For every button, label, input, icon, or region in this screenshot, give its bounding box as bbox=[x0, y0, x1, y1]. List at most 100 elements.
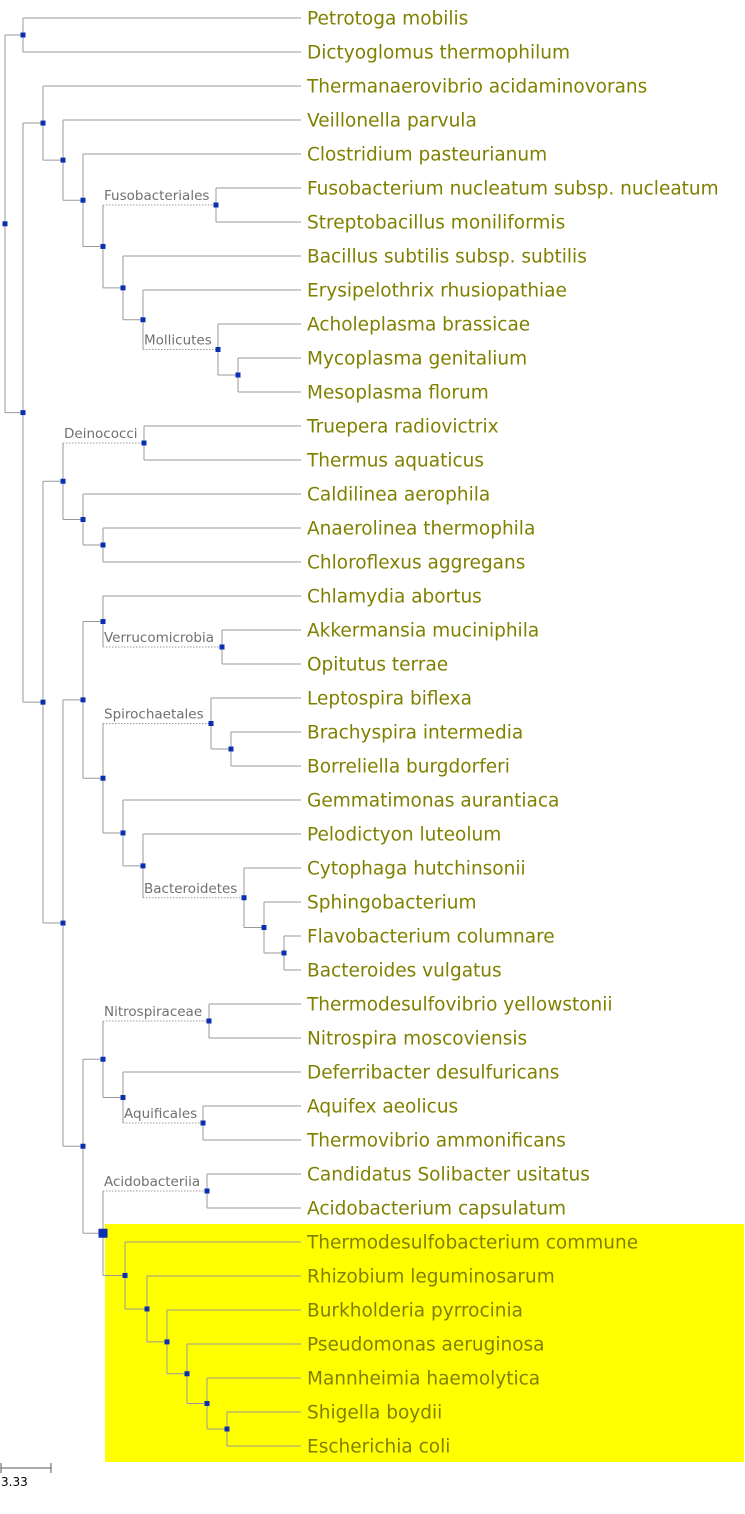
tree-node-marker bbox=[20, 410, 26, 416]
leaf-label: Shigella boydii bbox=[307, 1403, 442, 1424]
tree-node-marker bbox=[200, 1120, 206, 1126]
leaf-label: Escherichia coli bbox=[307, 1437, 450, 1458]
leaf-label: Thermodesulfovibrio yellowstonii bbox=[306, 995, 613, 1016]
tree-node-marker bbox=[219, 644, 225, 650]
leaf-label: Erysipelothrix rhusiopathiae bbox=[307, 281, 567, 302]
leaf-label: Nitrospira moscoviensis bbox=[307, 1029, 527, 1050]
leaf-label: Thermus aquaticus bbox=[306, 451, 484, 472]
leaf-label: Pseudomonas aeruginosa bbox=[307, 1335, 545, 1356]
leaf-label: Chlamydia abortus bbox=[307, 587, 482, 608]
leaf-label: Mycoplasma genitalium bbox=[307, 349, 527, 370]
tree-node-marker bbox=[164, 1339, 170, 1345]
clade-label: Deinococci bbox=[64, 426, 138, 442]
leaf-label: Borreliella burgdorferi bbox=[307, 757, 510, 778]
leaf-label: Thermovibrio ammonificans bbox=[306, 1131, 566, 1152]
leaf-label: Akkermansia muciniphila bbox=[307, 621, 539, 642]
leaf-label: Candidatus Solibacter usitatus bbox=[307, 1165, 590, 1186]
tree-node-marker bbox=[40, 120, 46, 126]
tree-node-marker bbox=[60, 920, 66, 926]
clade-label: Aquificales bbox=[124, 1106, 197, 1122]
tree-node-marker bbox=[224, 1426, 230, 1432]
scale-bar-label: 3.33 bbox=[1, 1475, 28, 1489]
tree-node-marker bbox=[140, 863, 146, 869]
clade-labels: Fusobacteriales Mollicutes Deinococci Verru… bbox=[64, 188, 237, 1190]
tree-node-marker bbox=[281, 950, 287, 956]
leaf-label: Dictyoglomus thermophilum bbox=[307, 43, 570, 64]
clade-connectors bbox=[63, 204, 244, 1192]
tree-node-marker bbox=[184, 1371, 190, 1377]
tree-node-marker bbox=[80, 197, 86, 203]
leaf-label: Opitutus terrae bbox=[307, 655, 448, 676]
tree-node-marker bbox=[40, 699, 46, 705]
clade-label: Acidobacteriia bbox=[104, 1174, 200, 1190]
tree-node-marker bbox=[60, 157, 66, 163]
leaf-label: Thermanaerovibrio acidaminovorans bbox=[306, 77, 647, 98]
tree-node-marker bbox=[228, 746, 234, 752]
tree-node-marker bbox=[98, 1228, 108, 1238]
tree-node-marker bbox=[208, 721, 214, 726]
clade-label: Bacteroidetes bbox=[144, 881, 237, 897]
leaf-label: Chloroflexus aggregans bbox=[307, 553, 525, 574]
tree-node-marker bbox=[235, 372, 241, 378]
tree-node-marker bbox=[140, 317, 146, 323]
tree-node-marker bbox=[100, 1056, 106, 1062]
tree-node-marker bbox=[60, 478, 66, 484]
leaf-label: Thermodesulfobacterium commune bbox=[306, 1233, 638, 1254]
tree-node-marker bbox=[261, 925, 267, 930]
tree-node-marker bbox=[213, 202, 219, 208]
leaf-label: Aquifex aeolicus bbox=[307, 1097, 458, 1118]
leaf-label: Clostridium pasteurianum bbox=[307, 145, 547, 166]
tree-node-marker bbox=[100, 775, 106, 781]
leaf-label: Rhizobium leguminosarum bbox=[307, 1267, 555, 1288]
tree-node-marker bbox=[215, 347, 221, 352]
tree-node-marker bbox=[80, 697, 86, 703]
tree-node-marker bbox=[80, 1143, 86, 1149]
tree-node-marker bbox=[120, 1095, 126, 1100]
leaf-label: Sphingobacterium bbox=[307, 893, 477, 914]
clade-label: Spirochaetales bbox=[104, 707, 204, 723]
clade-label: Fusobacteriales bbox=[104, 188, 209, 204]
leaf-label: Anaerolinea thermophila bbox=[307, 519, 535, 540]
tree-node-marker bbox=[100, 542, 106, 548]
leaf-label: Veillonella parvula bbox=[307, 111, 477, 132]
tree-node-marker bbox=[100, 619, 106, 624]
tree-nodes bbox=[2, 32, 287, 1432]
leaf-labels: Petrotoga mobilis Dictyoglomus thermophil… bbox=[306, 9, 719, 1458]
clade-label: Nitrospiraceae bbox=[104, 1004, 202, 1020]
leaf-label: Cytophaga hutchinsonii bbox=[307, 859, 526, 880]
scale-bar: 3.33 bbox=[0, 1463, 52, 1489]
leaf-label: Flavobacterium columnare bbox=[307, 927, 555, 948]
leaf-label: Acidobacterium capsulatum bbox=[307, 1199, 566, 1220]
leaf-label: Bacteroides vulgatus bbox=[307, 961, 502, 982]
leaf-label: Bacillus subtilis subsp. subtilis bbox=[307, 247, 587, 268]
leaf-label: Acholeplasma brassicae bbox=[307, 315, 530, 336]
leaf-label: Pelodictyon luteolum bbox=[307, 825, 501, 846]
tree-node-marker bbox=[120, 285, 126, 291]
leaf-label: Leptospira biflexa bbox=[307, 689, 472, 710]
leaf-label: Mannheimia haemolytica bbox=[307, 1369, 540, 1390]
leaf-label: Mesoplasma florum bbox=[307, 383, 489, 404]
tree-node-marker bbox=[241, 895, 247, 901]
clade-label: Mollicutes bbox=[144, 333, 212, 349]
leaf-label: Deferribacter desulfuricans bbox=[307, 1063, 559, 1084]
highlighted-clade-background bbox=[105, 1224, 744, 1462]
leaf-label: Gemmatimonas aurantiaca bbox=[307, 791, 559, 812]
tree-node-marker bbox=[204, 1401, 210, 1406]
leaf-label: Truepera radiovictrix bbox=[306, 417, 499, 438]
leaf-label: Brachyspira intermedia bbox=[307, 723, 523, 744]
leaf-label: Petrotoga mobilis bbox=[307, 9, 468, 30]
tree-node-marker bbox=[120, 830, 126, 836]
tree-node-marker bbox=[2, 221, 8, 227]
leaf-label: Burkholderia pyrrocinia bbox=[307, 1301, 523, 1322]
tree-node-marker bbox=[20, 32, 26, 38]
leaf-label: Caldilinea aerophila bbox=[307, 485, 490, 506]
clade-label: Verrucomicrobia bbox=[104, 630, 214, 646]
leaf-label: Fusobacterium nucleatum subsp. nucleatum bbox=[307, 179, 719, 200]
leaf-label: Streptobacillus moniliformis bbox=[307, 213, 565, 234]
tree-node-marker bbox=[141, 440, 147, 446]
tree-node-marker bbox=[144, 1306, 150, 1312]
tree-node-marker bbox=[206, 1018, 212, 1024]
tree-node-marker bbox=[204, 1188, 210, 1194]
tree-node-marker bbox=[100, 243, 106, 249]
